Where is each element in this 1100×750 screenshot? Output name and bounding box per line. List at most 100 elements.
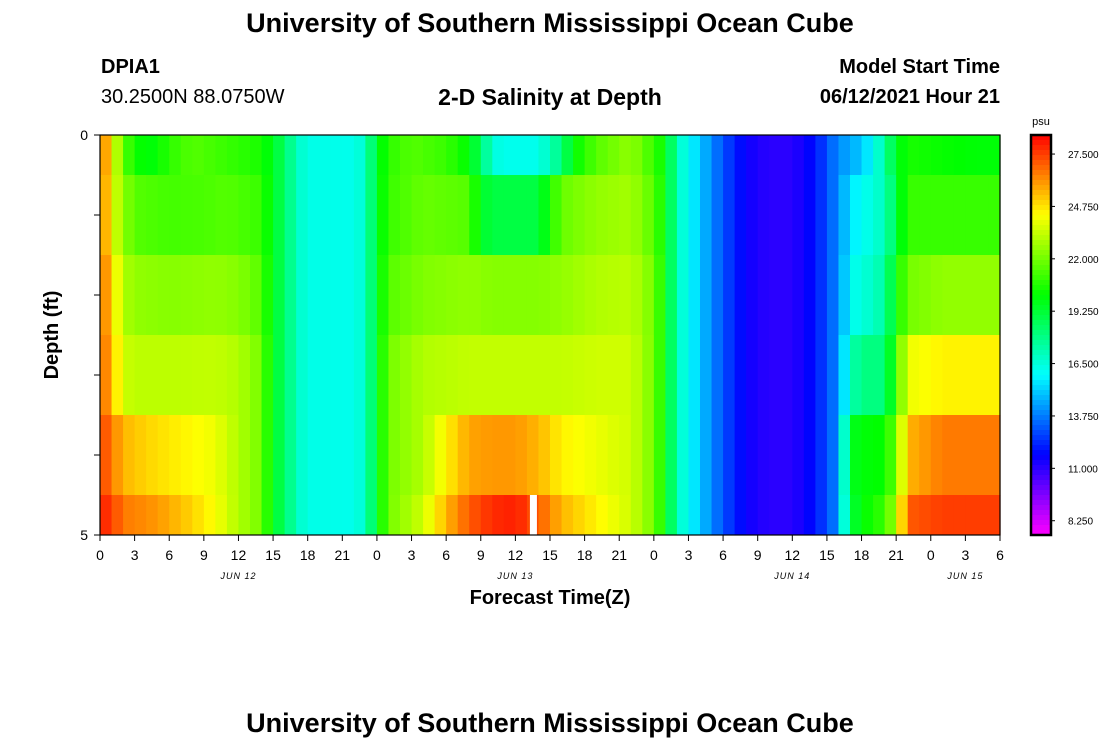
x-tick-label: 3	[131, 547, 139, 563]
heatmap-cell	[896, 255, 909, 336]
heatmap-cell	[203, 415, 216, 496]
colorbar-segment	[1031, 415, 1051, 421]
heatmap-cell	[596, 175, 609, 256]
heatmap-cell	[307, 415, 320, 496]
heatmap-cell	[515, 495, 528, 536]
heatmap-cell	[192, 175, 205, 256]
heatmap-cell	[988, 415, 1001, 496]
heatmap-cell	[250, 495, 263, 536]
heatmap-cell	[146, 335, 159, 416]
colorbar-segment	[1031, 330, 1051, 336]
y-axis: 05	[80, 127, 100, 543]
heatmap-cell	[561, 335, 574, 416]
heatmap-cell	[330, 255, 343, 336]
heatmap-cell	[423, 335, 436, 416]
heatmap-cell	[307, 135, 320, 176]
heatmap-cell	[411, 135, 424, 176]
colorbar-segment	[1031, 260, 1051, 266]
heatmap-cell	[884, 135, 897, 176]
heatmap-cell	[261, 415, 274, 496]
heatmap-cell	[942, 335, 955, 416]
heatmap-cell	[688, 135, 701, 176]
heatmap-cell	[826, 335, 840, 416]
heatmap-cell	[250, 415, 263, 496]
heatmap-cell	[515, 175, 528, 256]
heatmap-cell	[134, 255, 147, 336]
heatmap-cell	[550, 415, 563, 496]
heatmap-cell	[896, 175, 909, 256]
heatmap-cell	[365, 495, 378, 536]
heatmap-cell	[492, 335, 505, 416]
heatmap-cell	[919, 135, 932, 176]
heatmap-cell	[123, 495, 136, 536]
heatmap-cell	[296, 495, 309, 536]
colorbar-segment	[1031, 325, 1051, 331]
heatmap-cell	[815, 175, 828, 256]
heatmap-cell	[365, 335, 378, 416]
heatmap-cell	[203, 175, 216, 256]
heatmap-cell	[792, 415, 805, 496]
colorbar-frame	[1029, 133, 1053, 537]
heatmap-cell	[711, 175, 724, 256]
y-axis-label: Depth (ft)	[41, 291, 63, 380]
heatmap-cell	[550, 175, 563, 256]
colorbar-segment	[1031, 195, 1051, 201]
heatmap-cell	[457, 175, 470, 256]
colorbar-segment	[1031, 410, 1051, 416]
heatmap-cell	[746, 175, 759, 256]
heatmap-cell	[515, 335, 528, 416]
colorbar-segment	[1031, 505, 1051, 511]
heatmap-cell	[457, 495, 470, 536]
heatmap-cell	[792, 255, 805, 336]
heatmap-cell	[803, 135, 816, 176]
colorbar-segment	[1031, 305, 1051, 311]
heatmap-cell	[884, 495, 897, 536]
heatmap-cell	[480, 415, 493, 496]
heatmap-cell	[400, 135, 413, 176]
heatmap-cell	[780, 175, 793, 256]
colorbar-segment	[1031, 215, 1051, 221]
heatmap-cell	[746, 495, 759, 536]
heatmap-cell	[607, 175, 620, 256]
colorbar-segment	[1031, 315, 1051, 321]
heatmap-cell	[896, 135, 909, 176]
heatmap-cell	[965, 335, 978, 416]
x-tick-label: 12	[785, 547, 801, 563]
heatmap-cell	[607, 415, 620, 496]
heatmap-cell	[826, 255, 840, 336]
heatmap-cell	[976, 135, 990, 176]
heatmap-cell	[342, 255, 355, 336]
colorbar-segment	[1031, 420, 1051, 426]
heatmap-cell	[411, 335, 424, 416]
page-title: University of Southern Mississippi Ocean…	[246, 8, 854, 38]
heatmap-cell	[434, 135, 447, 176]
heatmap-cell	[988, 335, 1001, 416]
colorbar-segment	[1031, 470, 1051, 476]
heatmap-cell	[619, 335, 632, 416]
colorbar-segment	[1031, 280, 1051, 286]
heatmap-cell	[815, 415, 828, 496]
heatmap-cell	[400, 175, 413, 256]
x-tick-label: 21	[335, 547, 351, 563]
x-tick-label: 15	[819, 547, 835, 563]
heatmap-cell	[273, 335, 286, 416]
heatmap-cell	[100, 415, 113, 496]
heatmap-cell	[630, 255, 643, 336]
colorbar-segment	[1031, 510, 1051, 516]
heatmap-cell	[873, 255, 886, 336]
heatmap-cell	[353, 135, 366, 176]
x-tick-label: 6	[442, 547, 450, 563]
colorbar-segment	[1031, 495, 1051, 501]
heatmap-cell	[803, 495, 816, 536]
heatmap-cell	[573, 495, 586, 536]
colorbar-segment	[1031, 395, 1051, 401]
colorbar-segment	[1031, 170, 1051, 176]
heatmap-cell	[630, 175, 643, 256]
heatmap-cell	[134, 135, 147, 176]
heatmap-cell	[596, 495, 609, 536]
colorbar-segment	[1031, 515, 1051, 521]
heatmap-cell	[861, 495, 874, 536]
x-tick-label: 3	[685, 547, 693, 563]
heatmap-cell	[653, 135, 666, 176]
colorbar-segment	[1031, 165, 1051, 171]
